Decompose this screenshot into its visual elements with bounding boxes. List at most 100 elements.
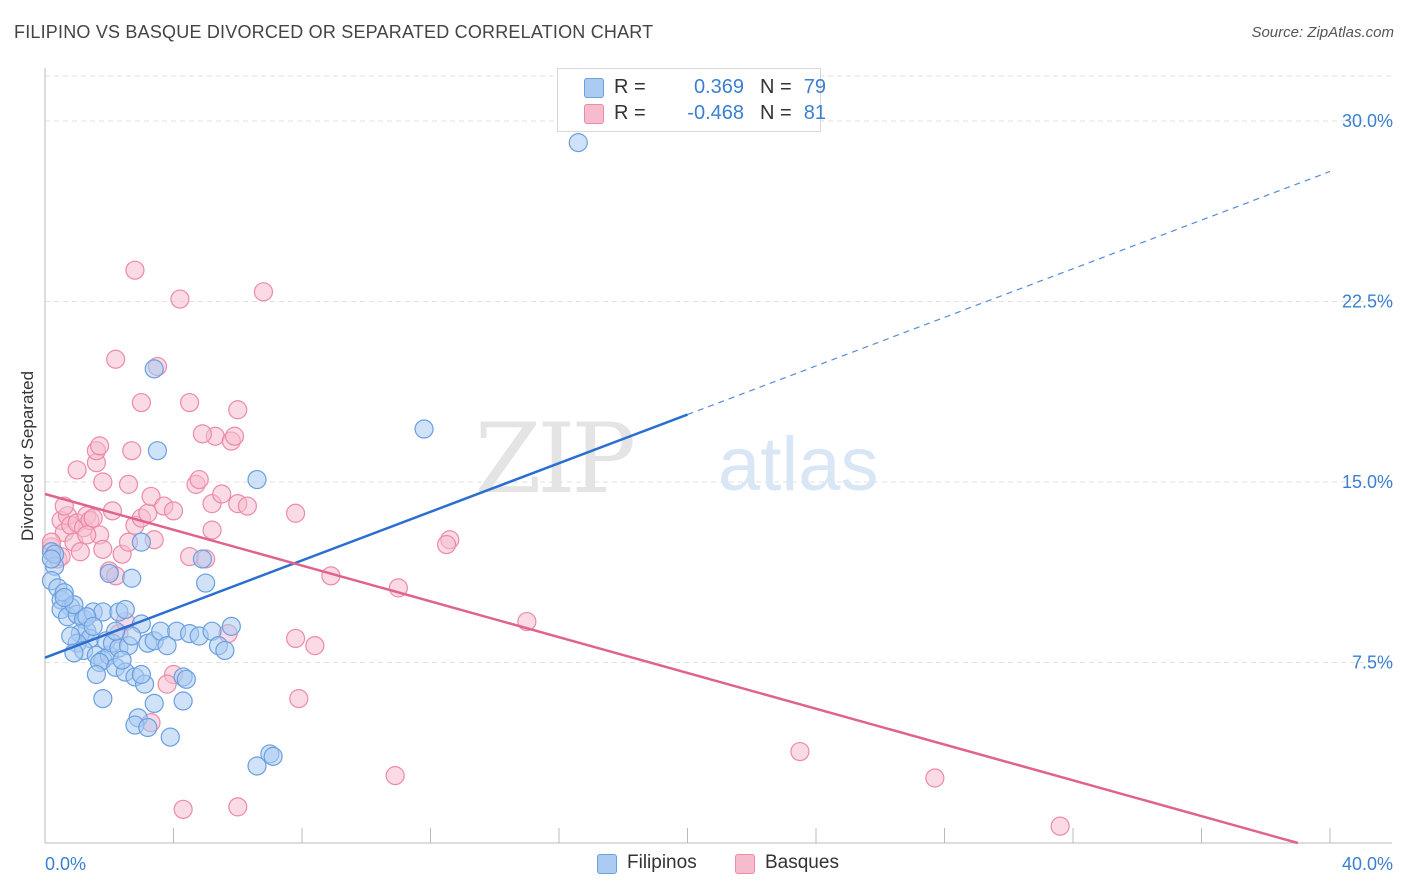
filipino-point: [144, 359, 164, 379]
basque-point: [141, 486, 161, 507]
legend-n-value: 81: [803, 102, 826, 124]
basque-point: [228, 400, 248, 420]
filipino-point: [54, 587, 74, 608]
filipino-point: [41, 549, 62, 569]
watermark-atlas: atlas: [718, 422, 879, 507]
basque-point: [77, 525, 97, 545]
basque-point: [157, 674, 177, 694]
basque-point: [790, 741, 810, 762]
filipino-point: [176, 669, 196, 689]
basque-point: [1050, 816, 1070, 836]
legend-n-value: 79: [803, 76, 826, 98]
basque-point: [70, 542, 90, 562]
legend-n-label: N =: [760, 102, 792, 124]
filipino-point: [115, 599, 135, 620]
basque-point: [285, 503, 306, 523]
filipino-point: [131, 532, 151, 552]
filipino-point: [122, 626, 142, 646]
filipino-point: [160, 727, 180, 747]
filipino-point: [173, 691, 193, 711]
source-label: Source: ZipAtlas.com: [1251, 24, 1394, 41]
filipino-point: [99, 563, 119, 584]
y-tick-label: 30.0%: [1342, 111, 1393, 131]
basque-point: [90, 436, 110, 456]
filipino-point: [61, 626, 81, 646]
basque-point: [122, 441, 142, 461]
tick-labels: 7.5% 15.0% 22.5% 30.0% 0.0% 40.0%: [45, 111, 1393, 874]
basques-swatch: [584, 104, 604, 124]
filipino-point: [93, 688, 113, 709]
basque-point: [305, 636, 325, 656]
legend-r-label: R =: [614, 76, 646, 98]
basque-point: [202, 520, 222, 540]
basque-point: [925, 768, 945, 788]
x-tick-label: 40.0%: [1342, 854, 1393, 874]
filipino-point: [192, 549, 213, 569]
basque-point: [173, 799, 193, 819]
trend-lines: [44, 170, 1331, 845]
basque-point: [93, 472, 113, 492]
basque-point: [131, 392, 151, 413]
basque-point: [189, 469, 209, 490]
legend-r-value: 0.369: [693, 76, 744, 98]
basque-point: [237, 496, 257, 516]
filipino-point: [83, 616, 103, 636]
legend-n-label: N =: [760, 76, 792, 98]
basque-point: [125, 260, 145, 280]
basque-point: [83, 508, 103, 528]
basques-legend-label: Basques: [765, 852, 839, 873]
filipino-point: [131, 664, 151, 685]
basque-point: [118, 474, 139, 494]
y-tick-label: 7.5%: [1352, 652, 1393, 672]
basque-point: [170, 289, 190, 309]
basque-point: [163, 501, 184, 521]
basque-point: [253, 282, 274, 302]
basques-points: [41, 260, 1070, 836]
filipinos-points: [41, 133, 588, 776]
filipino-point: [157, 636, 177, 656]
watermark-zip: ZIP: [475, 403, 634, 515]
basque-point: [228, 797, 248, 817]
axes: [44, 68, 1392, 844]
filipino-point: [196, 573, 216, 593]
filipinos-trend-extension: [687, 170, 1331, 416]
filipino-point: [122, 568, 142, 588]
basque-point: [285, 628, 306, 649]
basques-trend-line: [44, 492, 1299, 845]
filipino-point: [263, 746, 283, 766]
basque-point: [385, 766, 405, 786]
basque-point: [289, 688, 309, 709]
filipino-point: [138, 717, 158, 738]
basque-point: [212, 484, 232, 504]
watermark: ZIP atlas: [475, 403, 879, 515]
filipino-point: [147, 441, 168, 461]
basque-point: [192, 424, 213, 444]
filipino-point: [144, 693, 164, 714]
filipinos-swatch: [597, 854, 617, 874]
filipino-point: [247, 756, 267, 776]
grid-lines: [45, 75, 1392, 663]
basque-point: [138, 503, 158, 523]
y-tick-label: 15.0%: [1342, 472, 1393, 492]
filipinos-trend-line: [44, 413, 688, 659]
basque-point: [179, 392, 200, 413]
y-tick-label: 22.5%: [1342, 291, 1393, 311]
chart-title: FILIPINO VS BASQUE DIVORCED OR SEPARATED…: [14, 22, 654, 42]
basques-swatch: [735, 854, 755, 874]
x-tick-label: 0.0%: [45, 854, 86, 874]
filipino-point: [247, 469, 267, 490]
filipino-point: [414, 419, 434, 439]
basque-point: [93, 539, 113, 559]
basque-point: [224, 426, 245, 446]
basque-point: [67, 460, 87, 480]
filipino-point: [568, 133, 588, 153]
legend-r-value: -0.468: [687, 102, 744, 124]
filipino-point: [112, 650, 132, 670]
legend-r-label: R =: [614, 102, 646, 124]
basque-point: [106, 349, 126, 369]
filipinos-swatch: [584, 78, 604, 98]
y-axis-label: Divorced or Separated: [18, 371, 37, 541]
filipino-point: [215, 640, 235, 661]
filipino-point: [86, 664, 107, 685]
